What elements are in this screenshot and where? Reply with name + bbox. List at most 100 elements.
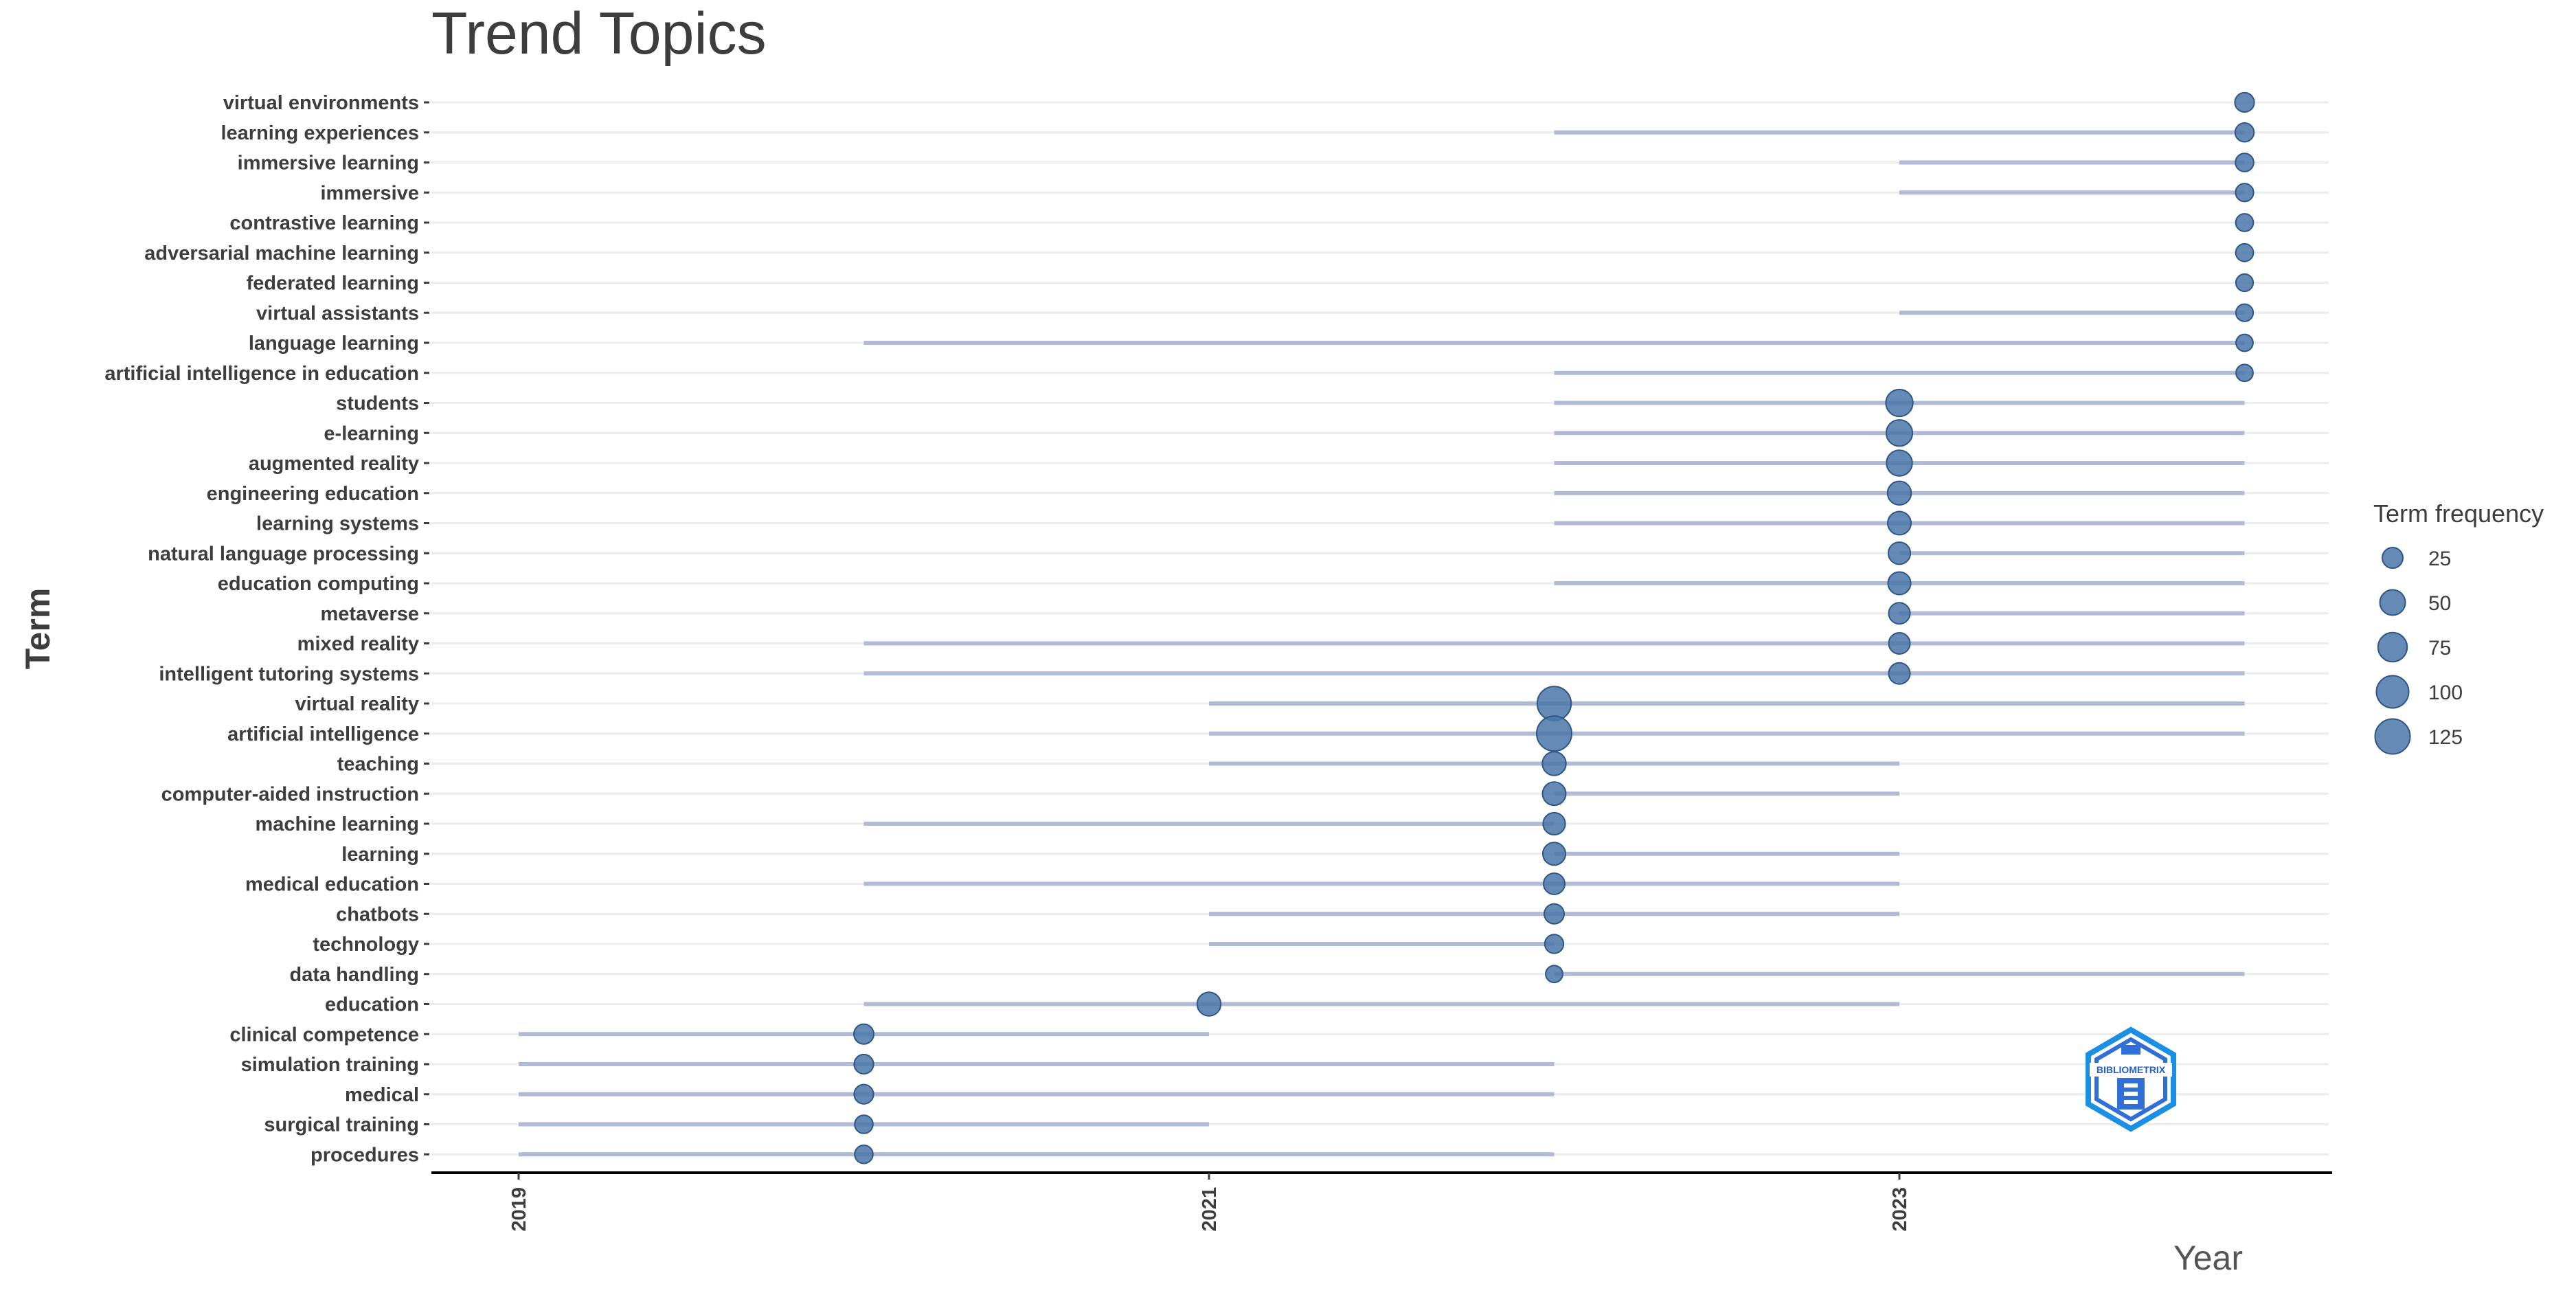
term-label: e-learning bbox=[324, 423, 419, 444]
term-label: clinical competence bbox=[229, 1024, 419, 1046]
x-axis-title: Year bbox=[2173, 1239, 2243, 1277]
data-point bbox=[854, 1144, 874, 1164]
data-point bbox=[1888, 602, 1911, 625]
term-label: computer-aided instruction bbox=[161, 783, 419, 805]
y-tick-labels: virtual environments learning experiences… bbox=[104, 92, 429, 1166]
logo-hexagon-inner bbox=[2094, 1037, 2167, 1122]
term-label: contrastive learning bbox=[229, 212, 419, 234]
term-label: federated learning bbox=[247, 273, 419, 295]
data-point bbox=[2234, 91, 2255, 113]
x-tick-label: 2021 bbox=[1199, 1187, 1221, 1232]
term-label: artificial intelligence in education bbox=[104, 363, 419, 385]
data-point bbox=[1887, 510, 1912, 536]
term-label: learning systems bbox=[256, 513, 419, 535]
data-points bbox=[853, 91, 2255, 1164]
data-point bbox=[1544, 903, 1565, 925]
term-label: virtual environments bbox=[223, 92, 419, 114]
data-point bbox=[2235, 303, 2255, 322]
x-axis: 2019 2021 2023 bbox=[431, 1171, 2332, 1232]
data-point bbox=[853, 1053, 874, 1075]
legend-title: Term frequency bbox=[2373, 499, 2544, 528]
legend-key bbox=[2374, 718, 2411, 755]
data-point bbox=[1541, 751, 1567, 776]
bibliometrix-logo: BIBLIOMETRIX bbox=[2086, 1026, 2176, 1132]
data-point bbox=[2235, 273, 2255, 293]
term-label: machine learning bbox=[255, 813, 419, 835]
term-label: chatbots bbox=[336, 903, 419, 925]
data-point bbox=[1542, 811, 1566, 836]
term-label: language learning bbox=[249, 333, 419, 354]
data-point bbox=[853, 1023, 874, 1045]
x-tick-label: 2023 bbox=[1889, 1187, 1911, 1232]
data-point bbox=[2235, 333, 2254, 352]
term-label: virtual assistants bbox=[256, 302, 419, 324]
term-label: students bbox=[336, 393, 419, 415]
data-point bbox=[1545, 965, 1563, 984]
grid-lines bbox=[431, 101, 2329, 1156]
data-point bbox=[1888, 632, 1911, 655]
term-label: mixed reality bbox=[297, 633, 419, 655]
data-point bbox=[2235, 363, 2254, 383]
term-label: intelligent tutoring systems bbox=[159, 663, 419, 685]
legend-key bbox=[2375, 675, 2410, 709]
legend-label: 25 bbox=[2428, 548, 2451, 570]
term-label: medical education bbox=[245, 874, 419, 896]
data-point bbox=[1196, 991, 1222, 1017]
term-label: procedures bbox=[310, 1144, 419, 1166]
term-label: data handling bbox=[290, 964, 420, 986]
term-label: natural language processing bbox=[148, 543, 419, 565]
data-point bbox=[1543, 872, 1566, 895]
data-point bbox=[1541, 842, 1567, 866]
legend-label: 75 bbox=[2428, 637, 2451, 660]
data-point bbox=[854, 1114, 874, 1134]
data-point bbox=[2235, 213, 2255, 232]
range-lines bbox=[519, 130, 2245, 1157]
data-point bbox=[1886, 480, 1912, 506]
legend-key bbox=[2382, 547, 2404, 569]
data-point bbox=[1887, 541, 1912, 565]
term-label: immersive bbox=[321, 182, 420, 204]
term-label: metaverse bbox=[321, 603, 420, 625]
term-label: learning experiences bbox=[221, 122, 419, 144]
chart-title: Trend Topics bbox=[431, 1, 767, 67]
data-point bbox=[2234, 122, 2255, 143]
logo-tower-top bbox=[2121, 1045, 2140, 1055]
legend-label: 100 bbox=[2428, 682, 2463, 704]
data-point bbox=[1541, 781, 1567, 807]
data-point bbox=[2235, 243, 2255, 262]
y-axis-title: Term bbox=[19, 588, 57, 670]
term-label: surgical training bbox=[264, 1114, 419, 1136]
term-label: artificial intelligence bbox=[227, 723, 419, 745]
term-label: augmented reality bbox=[249, 453, 419, 475]
data-point bbox=[1535, 715, 1573, 752]
term-label: education computing bbox=[218, 573, 419, 595]
logo-text: BIBLIOMETRIX bbox=[2097, 1064, 2166, 1075]
term-label: simulation training bbox=[241, 1054, 419, 1076]
legend-key bbox=[2379, 589, 2406, 616]
term-label: learning bbox=[341, 844, 419, 866]
term-label: engineering education bbox=[207, 483, 419, 505]
data-point bbox=[1885, 419, 1914, 447]
term-label: medical bbox=[345, 1084, 419, 1106]
legend-key bbox=[2377, 631, 2408, 663]
data-point bbox=[1886, 449, 1913, 477]
data-point bbox=[853, 1083, 874, 1105]
x-tick-label: 2019 bbox=[508, 1187, 530, 1232]
term-label: education bbox=[325, 994, 419, 1016]
legend-label: 50 bbox=[2428, 592, 2451, 615]
term-label: technology bbox=[313, 934, 419, 956]
term-label: teaching bbox=[337, 754, 419, 776]
data-point bbox=[1885, 388, 1914, 418]
legend: Term frequency 25 50 75 100 125 bbox=[2373, 499, 2544, 755]
data-point bbox=[2235, 153, 2255, 172]
data-point bbox=[1888, 662, 1911, 685]
term-label: immersive learning bbox=[238, 153, 419, 174]
term-label: adversarial machine learning bbox=[144, 243, 419, 264]
legend-label: 125 bbox=[2428, 726, 2463, 749]
data-point bbox=[1544, 934, 1565, 954]
data-point bbox=[2235, 183, 2255, 203]
term-label: virtual reality bbox=[295, 693, 419, 715]
data-point bbox=[1887, 571, 1912, 596]
